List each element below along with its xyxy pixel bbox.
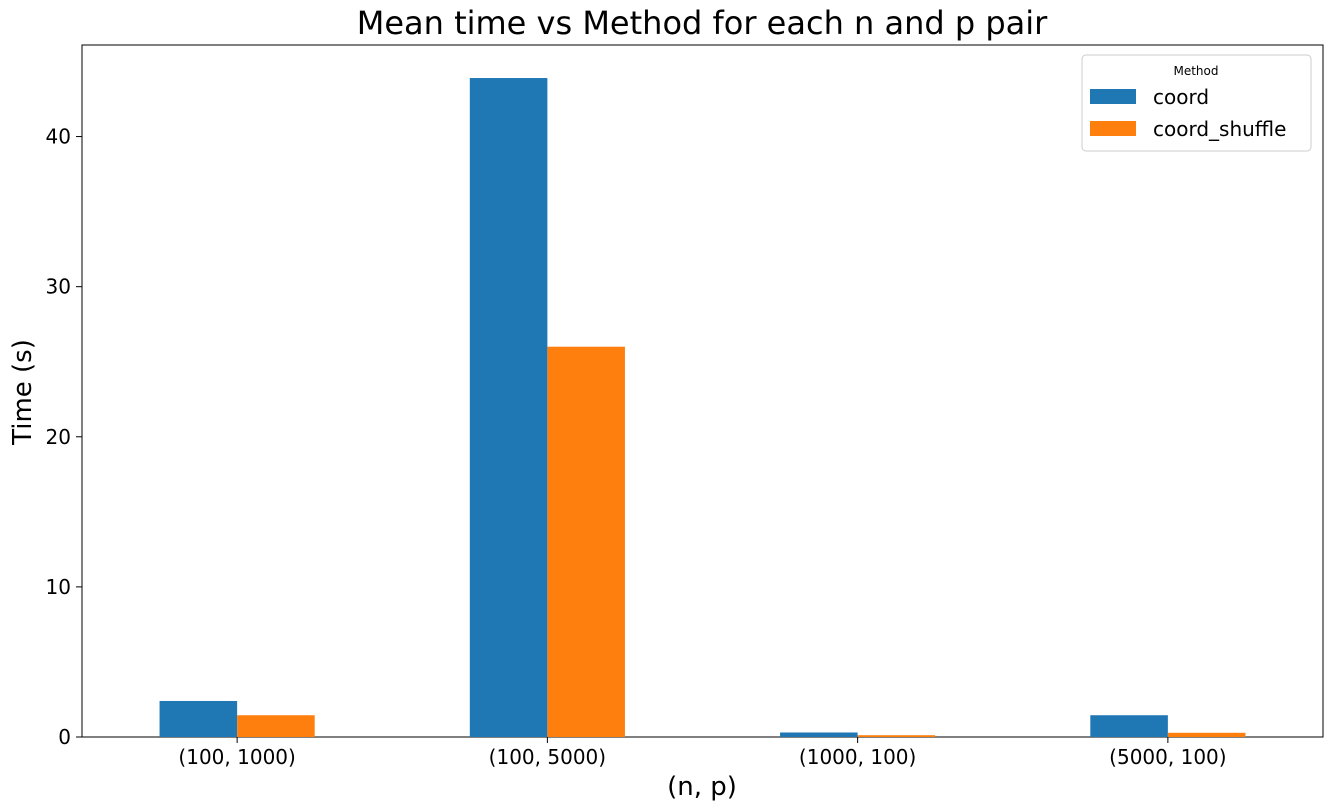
y-tick-label: 20: [46, 425, 71, 449]
legend: Method coord coord_shuffle: [1081, 54, 1312, 152]
bar-coord-2: [780, 732, 858, 737]
x-tick-label: (1000, 100): [799, 745, 916, 769]
y-tick-label: 10: [46, 575, 71, 599]
bar-coord_shuffle-3: [1167, 732, 1246, 737]
bar-coord_shuffle-0: [237, 715, 315, 737]
y-tick-label: 0: [58, 725, 71, 749]
bar-coord-3: [1090, 715, 1168, 737]
legend-label-coord_shuffle: coord_shuffle: [1153, 117, 1286, 141]
x-tick-label: (100, 1000): [178, 745, 295, 769]
x-tick-label: (5000, 100): [1109, 745, 1226, 769]
legend-label-coord: coord: [1153, 85, 1209, 109]
legend-swatch-coord: [1090, 89, 1136, 104]
chart-title: Mean time vs Method for each n and p pai…: [357, 4, 1048, 42]
legend-title: Method: [1173, 64, 1218, 78]
x-axis-label: (n, p): [667, 772, 737, 802]
plot-area: [81, 44, 1324, 738]
bar-coord_shuffle-1: [547, 346, 625, 737]
axes-frame: [81, 44, 1324, 738]
y-tick-label: 40: [46, 125, 71, 149]
bar-coord-0: [159, 700, 238, 737]
y-axis-ticks: 0 10 20 30 40: [46, 125, 82, 749]
bar-coord-1: [469, 78, 548, 737]
legend-swatch-coord_shuffle: [1090, 121, 1136, 136]
bars: [159, 78, 1246, 737]
x-axis-ticks: (100, 1000) (100, 5000) (1000, 100) (5000, …: [178, 737, 1227, 769]
bar-coord_shuffle-2: [857, 735, 936, 737]
y-axis-label: Time (s): [8, 339, 38, 446]
y-tick-label: 30: [46, 275, 71, 299]
legend-box: [1081, 54, 1312, 152]
x-tick-label: (100, 5000): [489, 745, 606, 769]
